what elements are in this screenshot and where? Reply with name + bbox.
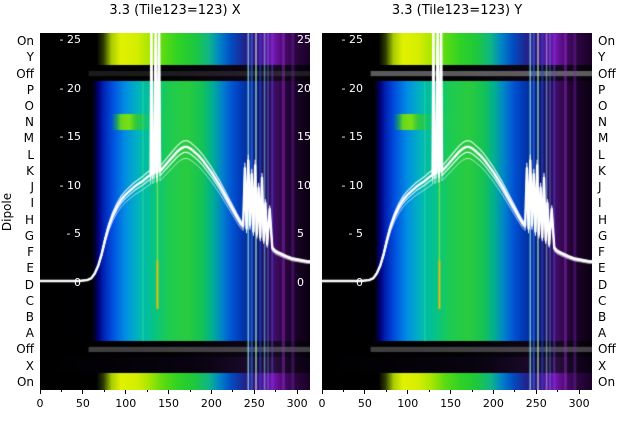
row-label-right-p-3: P [598,82,606,97]
xtick-mark-p0-200 [210,390,212,394]
xtick-minor-p0-275 [275,390,277,392]
row-label-left-a-18: A [25,326,34,341]
xtick-mark-p0-150 [168,390,170,394]
row-label-left-p-3: P [26,82,34,97]
xtick-mark-p1-250 [535,390,537,394]
row-label-left-on-0: On [16,34,34,49]
xtick-mark-p0-250 [253,390,255,394]
xtick-mark-p1-50 [364,390,366,394]
xtick-mark-p1-100 [407,390,409,394]
xtick-label-p0-100: 100 [115,397,137,410]
row-label-left-x-20: X [25,358,34,373]
row-label-left-m-6: M [23,131,34,146]
xtick-minor-p0-175 [189,390,191,392]
row-label-right-on-21: On [598,374,616,389]
heatmap-panel-y [322,33,592,390]
row-label-right-g-12: G [598,228,608,243]
xtick-minor-p1-175 [471,390,473,392]
xtick-mark-p1-200 [492,390,494,394]
xtick-label-p0-150: 150 [158,397,180,410]
row-label-right-j-9: J [598,180,602,195]
xtick-label-p0-200: 200 [200,397,222,410]
heatmap-panel-x [40,33,310,390]
xtick-label-p0-250: 250 [243,397,265,410]
row-label-left-y-1: Y [26,50,34,65]
row-label-right-f-13: F [598,245,605,260]
xtick-minor-p1-75 [385,390,387,392]
xtick-mark-p1-0 [321,390,323,394]
panel-title-x: 3.3 (Tile123=123) X [109,3,241,18]
row-label-right-y-1: Y [598,50,606,65]
row-label-left-o-4: O [24,99,34,114]
panel-title-y: 3.3 (Tile123=123) Y [391,3,523,18]
xtick-label-p1-300: 300 [568,397,590,410]
xtick-label-p1-0: 0 [318,397,326,410]
xtick-mark-p0-100 [125,390,127,394]
xtick-label-p0-300: 300 [286,397,308,410]
xtick-minor-p1-275 [557,390,559,392]
row-label-right-k-8: K [598,163,606,178]
row-label-left-c-16: C [25,293,34,308]
xtick-minor-p0-75 [103,390,105,392]
xtick-minor-p1-25 [342,390,344,392]
xtick-mark-p1-300 [578,390,580,394]
xtick-label-p0-50: 50 [75,397,90,410]
row-label-right-d-15: D [598,277,608,292]
row-label-right-m-6: M [598,131,609,146]
xtick-label-p1-100: 100 [397,397,419,410]
row-label-left-off-19: Off [16,342,34,357]
row-label-left-d-15: D [24,277,34,292]
row-label-right-a-18: A [598,326,607,341]
row-label-left-off-2: Off [16,66,34,81]
row-label-right-e-14: E [598,261,606,276]
xtick-minor-p0-125 [146,390,148,392]
xtick-label-p0-0: 0 [36,397,44,410]
row-label-right-h-11: H [598,212,608,227]
row-label-left-b-17: B [25,309,34,324]
xtick-minor-p1-225 [514,390,516,392]
row-label-right-on-0: On [598,34,616,49]
xtick-mark-p0-50 [82,390,84,394]
row-label-right-off-2: Off [598,66,616,81]
row-label-left-n-5: N [25,115,34,130]
row-label-right-i-10: I [598,196,602,211]
row-label-right-x-20: X [598,358,607,373]
xtick-mark-p1-150 [450,390,452,394]
y-axis-label-dipole: Dipole [0,192,14,232]
xtick-minor-p1-125 [428,390,430,392]
row-label-left-on-21: On [16,374,34,389]
xtick-label-p1-150: 150 [440,397,462,410]
row-label-right-l-7: L [598,147,605,162]
xtick-mark-p0-0 [39,390,41,394]
xtick-minor-p0-25 [60,390,62,392]
xtick-label-p1-200: 200 [482,397,504,410]
row-label-left-l-7: L [27,147,34,162]
row-label-right-b-17: B [598,309,607,324]
xtick-label-p1-250: 250 [525,397,547,410]
xtick-label-p1-50: 50 [357,397,372,410]
row-label-right-o-4: O [598,99,608,114]
xtick-minor-p0-225 [232,390,234,392]
row-label-right-off-19: Off [598,342,616,357]
row-label-left-e-14: E [26,261,34,276]
row-label-right-c-16: C [598,293,607,308]
xtick-mark-p0-300 [296,390,298,394]
row-label-right-n-5: N [598,115,607,130]
